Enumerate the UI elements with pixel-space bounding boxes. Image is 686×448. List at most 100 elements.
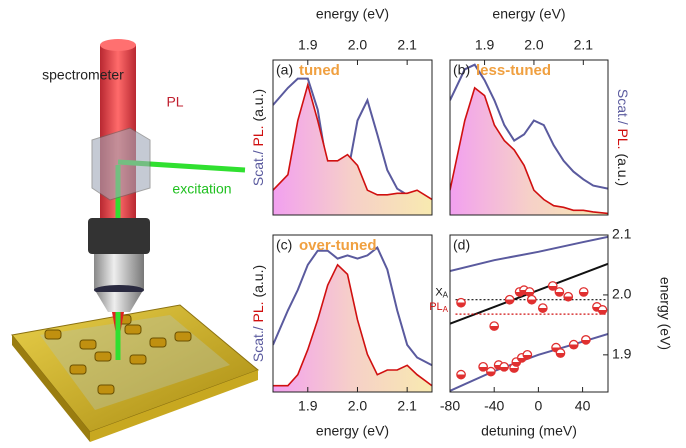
data-point — [568, 339, 579, 350]
illustration-label: spectrometer — [42, 67, 124, 83]
setup-illustration: spectrometer PL excitation — [11, 39, 259, 442]
panel: 1.9 2.0 2.1 energy (eV) Scat./ PL. (a.u.) (c)… — [250, 234, 433, 439]
x-tick-label: -80 — [440, 398, 460, 414]
illustration-label: PL — [166, 94, 183, 110]
line-label: XA — [435, 287, 448, 300]
data-point — [597, 305, 608, 315]
panel-frame — [272, 59, 433, 216]
x-tick-label: 1.9 — [298, 398, 318, 414]
x-axis-label: energy (eV) — [492, 6, 565, 22]
y-axis-label-part: PL. — [250, 125, 266, 146]
series-line — [273, 77, 432, 212]
data-point — [456, 369, 466, 380]
data-point — [504, 294, 515, 305]
data-point — [554, 287, 565, 297]
y-axis-label: Scat./ PL. (a.u.) — [250, 265, 266, 362]
plot-area — [450, 63, 608, 215]
panel-label: (c) — [276, 237, 292, 253]
data-point — [522, 349, 533, 360]
y-axis-label-part: (a.u.) — [250, 89, 266, 122]
data-point — [478, 361, 488, 372]
objective-top — [88, 218, 150, 254]
substrate-edge — [90, 370, 258, 442]
y-axis-label: Scat./ PL. (a.u.) — [615, 89, 631, 186]
pl-area — [450, 87, 608, 215]
series-line — [450, 86, 608, 215]
plot-area — [273, 77, 432, 215]
panel: 1.9 2.0 2.1 energy (eV) Scat./ PL. (a.u.) (a)… — [250, 6, 433, 216]
panel-frame — [449, 234, 609, 393]
panel-title: less-tuned — [476, 62, 551, 79]
x-tick-label: 2.1 — [397, 37, 417, 53]
x-axis-label: detuning (meV) — [481, 423, 577, 439]
series-line — [273, 263, 432, 387]
x-tick-label: 1.9 — [298, 37, 318, 53]
objective-body — [94, 254, 144, 290]
x-tick-label: 2.1 — [574, 37, 594, 53]
line-label-text: X — [435, 287, 443, 299]
panel-frame — [449, 59, 609, 216]
series-line — [450, 235, 608, 272]
x-tick-label: 2.0 — [348, 398, 368, 414]
objective-tip — [96, 292, 142, 312]
y-axis-label: energy (eV) — [657, 277, 673, 350]
data-point — [526, 294, 537, 305]
y-tick-label: 2.0 — [612, 286, 632, 302]
y-axis-label-part: Scat./ — [250, 326, 266, 362]
series-line — [273, 246, 432, 367]
data-point — [563, 291, 574, 302]
y-axis-label-part: (a.u.) — [615, 153, 631, 186]
x-tick-label: 2.1 — [397, 398, 417, 414]
y-axis-label-part: Scat./ — [250, 150, 266, 186]
panel-frame — [272, 234, 433, 393]
y-tick-label: 1.9 — [612, 346, 632, 362]
x-tick-label: 2.0 — [524, 37, 544, 53]
data-point — [499, 361, 509, 372]
pl-beam-top — [100, 39, 136, 51]
data-point — [578, 287, 589, 297]
x-tick-label: -40 — [484, 398, 504, 414]
data-point — [555, 348, 566, 358]
panel-title: tuned — [299, 62, 340, 79]
panel: -80 -40 0 40 detuning (meV) 1.9 2.0 2.1 energy (… — [429, 226, 673, 439]
data-point — [524, 287, 535, 297]
y-axis-label-part: PL. — [250, 301, 266, 322]
x-tick-label: 40 — [575, 398, 591, 414]
pl-area — [273, 264, 432, 392]
y-axis-label-part: (a.u.) — [250, 265, 266, 298]
plot-area — [273, 246, 432, 392]
line-label-sub: A — [443, 291, 449, 300]
plot-area — [450, 235, 608, 392]
x-axis-label: energy (eV) — [316, 6, 389, 22]
series-line — [450, 63, 608, 190]
x-tick-label: 1.9 — [475, 37, 495, 53]
line-label-text: PL — [429, 301, 442, 313]
data-point — [547, 281, 558, 291]
data-point — [486, 366, 496, 377]
x-axis-label: energy (eV) — [316, 423, 389, 439]
y-axis-label: Scat./ PL. (a.u.) — [250, 89, 266, 186]
data-point — [537, 303, 548, 313]
series-line — [273, 81, 432, 201]
y-axis-label-part: PL. — [615, 129, 631, 150]
panel: 1.9 2.0 2.1 energy (eV) Scat./ PL. (a.u.) (b)… — [449, 6, 631, 216]
data-point — [581, 335, 591, 345]
x-tick-label: 0 — [534, 398, 542, 414]
line-label-sub: A — [443, 305, 449, 314]
y-tick-label: 2.1 — [612, 226, 632, 242]
panel-title: over-tuned — [299, 237, 377, 254]
pl-area — [273, 84, 432, 215]
illustration-label: excitation — [172, 181, 231, 197]
substrate-edge — [12, 335, 90, 442]
x-tick-label: 2.0 — [348, 37, 368, 53]
series-line — [450, 332, 608, 392]
panel-label: (b) — [453, 62, 470, 78]
line-label: PLA — [429, 301, 448, 314]
beam-splitter — [91, 127, 151, 201]
panel-label: (d) — [453, 237, 470, 253]
y-axis-label-part: Scat./ — [615, 89, 631, 125]
data-point — [456, 297, 466, 308]
panel-label: (a) — [276, 62, 293, 78]
data-point — [489, 321, 500, 331]
